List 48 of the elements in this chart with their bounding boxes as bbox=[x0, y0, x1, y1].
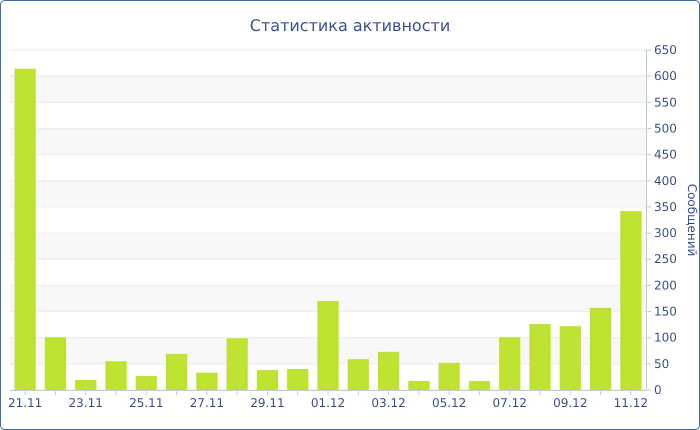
x-tick-label: 25.11 bbox=[129, 396, 164, 410]
bar bbox=[44, 337, 66, 390]
bar bbox=[105, 361, 127, 390]
y-tick-label: 600 bbox=[654, 69, 677, 84]
x-tick-label: 11.12 bbox=[614, 396, 648, 410]
bar bbox=[620, 211, 642, 390]
x-tick-label: 03.12 bbox=[371, 396, 406, 410]
bar bbox=[226, 338, 248, 390]
bar bbox=[560, 326, 581, 390]
x-tick-label: 09.12 bbox=[553, 396, 588, 410]
bar bbox=[196, 372, 218, 390]
chart-title: Статистика активности bbox=[250, 16, 450, 35]
bar bbox=[378, 352, 400, 390]
x-tick-label: 07.12 bbox=[492, 396, 527, 410]
y-tick-label: 200 bbox=[654, 278, 677, 292]
y-tick-label: 400 bbox=[654, 174, 677, 188]
bar bbox=[529, 324, 551, 390]
y-tick-label: 350 bbox=[654, 200, 677, 214]
y-tick-label: 250 bbox=[654, 252, 677, 266]
x-tick-label: 05.12 bbox=[432, 396, 466, 410]
bar bbox=[256, 370, 278, 390]
y-tick-label: 300 bbox=[654, 226, 677, 240]
x-tick-label: 27.11 bbox=[190, 396, 224, 410]
bar bbox=[348, 359, 369, 390]
x-tick-label: 21.11 bbox=[8, 396, 42, 410]
y-tick-label: 0 bbox=[654, 383, 662, 397]
y-tick-label: 450 bbox=[654, 148, 677, 162]
bar bbox=[287, 369, 308, 390]
x-tick-label: 23.11 bbox=[68, 396, 103, 410]
y-axis-title: Сообщений bbox=[685, 184, 699, 256]
bar bbox=[75, 380, 96, 390]
bar bbox=[590, 308, 612, 390]
bar bbox=[438, 362, 460, 390]
x-tick-label: 29.11 bbox=[250, 396, 285, 410]
y-tick-label: 550 bbox=[654, 95, 677, 110]
x-tick-label: 01.12 bbox=[310, 396, 346, 410]
y-tick-label: 650 bbox=[654, 43, 677, 57]
bar bbox=[136, 376, 157, 390]
bar bbox=[14, 68, 36, 390]
bar bbox=[499, 337, 520, 390]
bar bbox=[317, 301, 339, 390]
y-tick-label: 150 bbox=[654, 304, 677, 319]
y-tick-label: 500 bbox=[654, 121, 677, 136]
bar bbox=[166, 354, 188, 390]
y-tick-label: 100 bbox=[654, 330, 677, 345]
bar bbox=[468, 381, 490, 390]
y-tick-label: 50 bbox=[654, 356, 670, 371]
bar bbox=[408, 381, 430, 390]
